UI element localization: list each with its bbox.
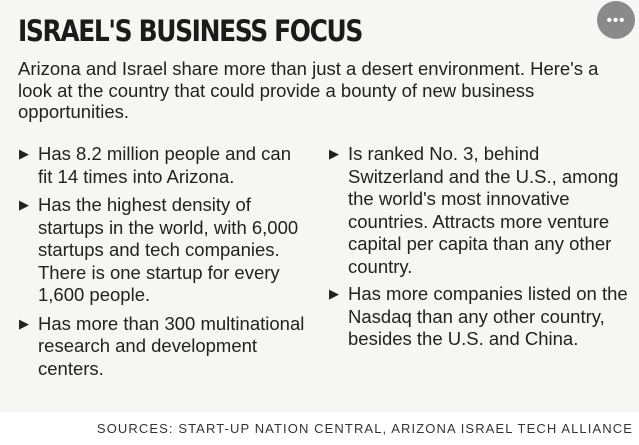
triangle-right-icon: ▶ (329, 146, 339, 161)
fact-item: ▶ Has the highest density of startups in… (19, 194, 309, 307)
fact-text: Has more than 300 multinational research… (38, 312, 305, 379)
facts-list-left: ▶ Has 8.2 million people and can fit 14 … (19, 143, 309, 386)
facts-list-right: ▶ Is ranked No. 3, behind Switzerland an… (329, 143, 634, 356)
fact-item: ▶ Has 8.2 million people and can fit 14 … (19, 143, 309, 188)
more-options-button[interactable]: ••• (597, 1, 635, 39)
fact-item: ▶ Is ranked No. 3, behind Switzerland an… (329, 143, 634, 278)
fact-text: Has 8.2 million people and can fit 14 ti… (38, 143, 291, 187)
triangle-right-icon: ▶ (329, 286, 339, 301)
fact-text: Is ranked No. 3, behind Switzerland and … (348, 143, 619, 277)
triangle-right-icon: ▶ (19, 146, 29, 161)
fact-item: ▶ Has more companies listed on the Nasda… (329, 283, 634, 351)
triangle-right-icon: ▶ (19, 197, 29, 212)
triangle-right-icon: ▶ (19, 315, 29, 331)
fact-text: Has the highest density of startups in t… (38, 194, 299, 305)
fact-text: Has more companies listed on the Nasdaq … (348, 283, 628, 349)
intro-text: Arizona and Israel share more than just … (18, 58, 599, 122)
sources-credit: SOURCES: START-UP NATION CENTRAL, ARIZON… (96, 421, 633, 436)
infographic-panel: ISRAEL'S BUSINESS FOCUS ••• Arizona and … (0, 0, 639, 412)
page-title: ISRAEL'S BUSINESS FOCUS (18, 14, 363, 48)
fact-item: ▶ Has more than 300 multinational resear… (19, 313, 309, 381)
